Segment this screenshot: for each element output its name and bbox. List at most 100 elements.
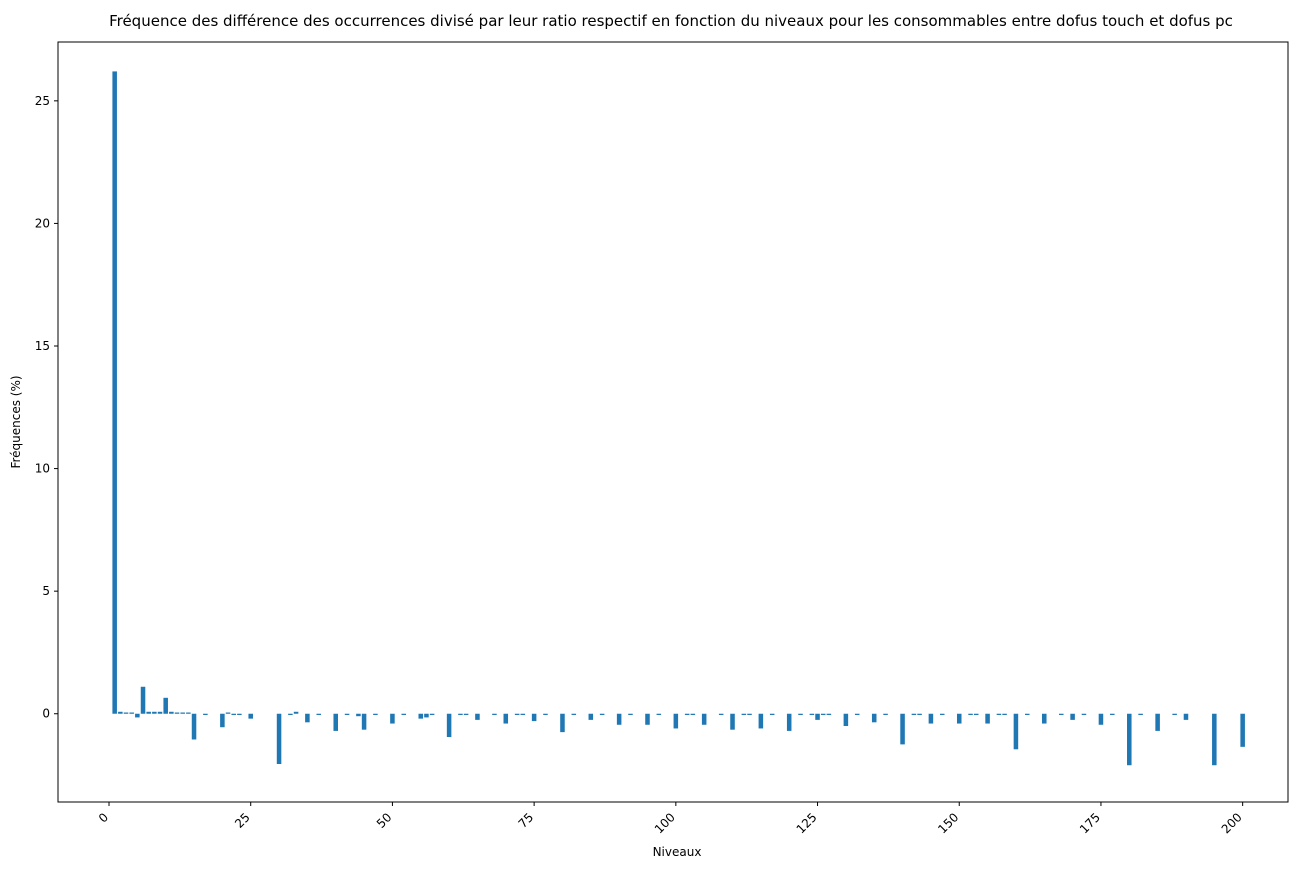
bar [1138, 713, 1143, 715]
bar [492, 713, 497, 715]
bar [458, 713, 463, 715]
bar [560, 713, 565, 733]
bar [826, 713, 832, 715]
bar [203, 713, 208, 715]
bar [1059, 713, 1064, 715]
y-tick-label: 10 [35, 462, 50, 476]
bar [146, 711, 151, 714]
bar [616, 713, 622, 725]
bar [418, 713, 424, 719]
bar [1155, 713, 1160, 731]
bar [1070, 713, 1075, 720]
plot-frame [57, 41, 1289, 803]
bar [112, 71, 117, 714]
bar [191, 713, 197, 740]
bar [956, 713, 962, 724]
bar [140, 686, 146, 714]
bar [231, 713, 236, 715]
x-tick-label: 75 [516, 810, 537, 831]
x-tick-label: 175 [1077, 810, 1103, 836]
bar [446, 713, 452, 738]
bar [123, 712, 129, 714]
bar [815, 713, 820, 720]
x-tick-label: 100 [652, 810, 678, 836]
bar [220, 713, 225, 728]
bar [169, 711, 174, 714]
chart-title: Fréquence des différence des occurrences… [109, 12, 1233, 30]
bar [118, 711, 123, 714]
bar [475, 713, 480, 720]
bar [531, 713, 537, 722]
bar [276, 713, 282, 764]
bar [135, 713, 140, 718]
y-tick-label: 25 [35, 94, 50, 108]
x-axis: 0 25 50 75 100 125 150 175 200 [96, 802, 1245, 836]
bar [871, 713, 877, 723]
bar [968, 713, 973, 715]
y-tick-label: 15 [35, 339, 50, 353]
bar [514, 713, 520, 715]
bar [747, 713, 752, 715]
bar [237, 713, 242, 715]
bar [463, 713, 469, 715]
bar [628, 713, 633, 715]
bar [883, 713, 888, 715]
bar [718, 713, 724, 715]
bar [1081, 713, 1087, 715]
bar [656, 713, 662, 715]
bar [843, 713, 849, 726]
bar [730, 713, 735, 730]
y-axis: 0 5 10 15 20 25 [35, 94, 58, 721]
y-tick-label: 5 [42, 584, 50, 598]
y-tick-label: 20 [35, 216, 50, 230]
x-tick-label: 150 [935, 810, 961, 836]
bar [186, 712, 191, 714]
bar [356, 713, 361, 717]
bar [985, 713, 990, 724]
bar [798, 713, 803, 715]
bar [769, 713, 775, 715]
bar [520, 713, 526, 715]
bar [129, 712, 134, 714]
bar [174, 712, 180, 714]
bar [1172, 713, 1177, 715]
x-tick-label: 25 [232, 810, 253, 831]
bar [373, 713, 378, 715]
y-tick-label: 0 [42, 707, 50, 721]
bar [1110, 713, 1115, 715]
bar [786, 713, 792, 731]
bar [917, 713, 922, 715]
x-tick-label: 200 [1219, 810, 1245, 836]
bar [152, 711, 157, 714]
bar [854, 713, 860, 715]
bar [900, 713, 905, 745]
bar [820, 713, 826, 715]
bar [1025, 713, 1030, 715]
bar [180, 712, 185, 714]
bar [1098, 713, 1104, 725]
bar [588, 713, 594, 720]
y-axis-label: Fréquences (%) [9, 375, 23, 468]
bar [344, 713, 350, 715]
bar [424, 713, 429, 718]
bar [361, 713, 367, 730]
bar [1042, 713, 1047, 724]
x-tick-label: 50 [374, 810, 395, 831]
x-tick-label: 125 [794, 810, 820, 836]
bar [1240, 713, 1245, 747]
bar [225, 712, 231, 714]
bar [741, 713, 747, 715]
bar [673, 713, 679, 729]
bar [248, 713, 253, 719]
bar [571, 713, 577, 715]
bar [809, 713, 815, 715]
bar [390, 713, 395, 724]
bar [973, 713, 979, 715]
bar [996, 713, 1002, 715]
bar [157, 711, 163, 714]
bar [316, 713, 321, 715]
bar [1127, 713, 1132, 766]
bar [645, 713, 650, 725]
bar [1002, 713, 1007, 715]
bar [939, 713, 945, 715]
